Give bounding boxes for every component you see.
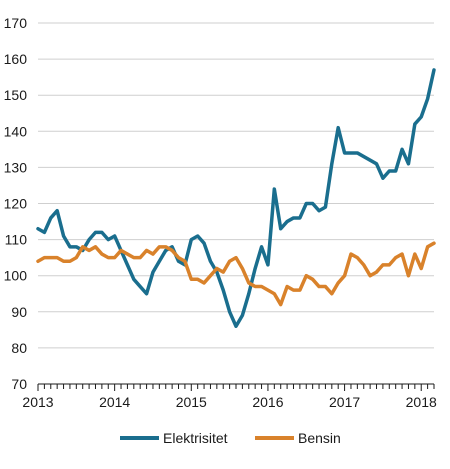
x-tick-label: 2013 (22, 394, 53, 410)
y-tick-label: 120 (4, 196, 28, 212)
y-tick-label: 110 (5, 232, 28, 248)
y-axis-tick-labels: 70 80 90 100 110 120 130 140 150 160 170 (4, 15, 28, 392)
y-tick-label: 150 (4, 87, 28, 103)
y-tick-label: 140 (4, 123, 28, 139)
legend-label-0: Elektrisitet (163, 430, 228, 446)
y-tick-label: 70 (11, 376, 27, 392)
y-tick-label: 160 (4, 51, 28, 67)
y-tick-label: 80 (11, 340, 27, 356)
series-line-0 (36, 68, 436, 328)
y-tick-label: 170 (4, 15, 28, 31)
x-axis: 2013 2014 2015 2016 2017 2018 (22, 383, 437, 410)
series-lines (36, 68, 436, 328)
y-tick-label: 90 (11, 304, 27, 320)
legend-label-1: Bensin (298, 430, 341, 446)
x-tick-label: 2016 (252, 394, 283, 410)
legend: Elektrisitet Bensin (120, 430, 341, 446)
x-tick-label: 2018 (406, 394, 437, 410)
x-tick-label: 2017 (329, 394, 360, 410)
y-tick-label: 100 (4, 268, 28, 284)
y-tick-label: 130 (4, 159, 28, 175)
series-line-1 (36, 241, 436, 307)
x-tick-label: 2015 (176, 394, 207, 410)
grid-lines (38, 22, 434, 349)
x-tick-label: 2014 (99, 394, 130, 410)
